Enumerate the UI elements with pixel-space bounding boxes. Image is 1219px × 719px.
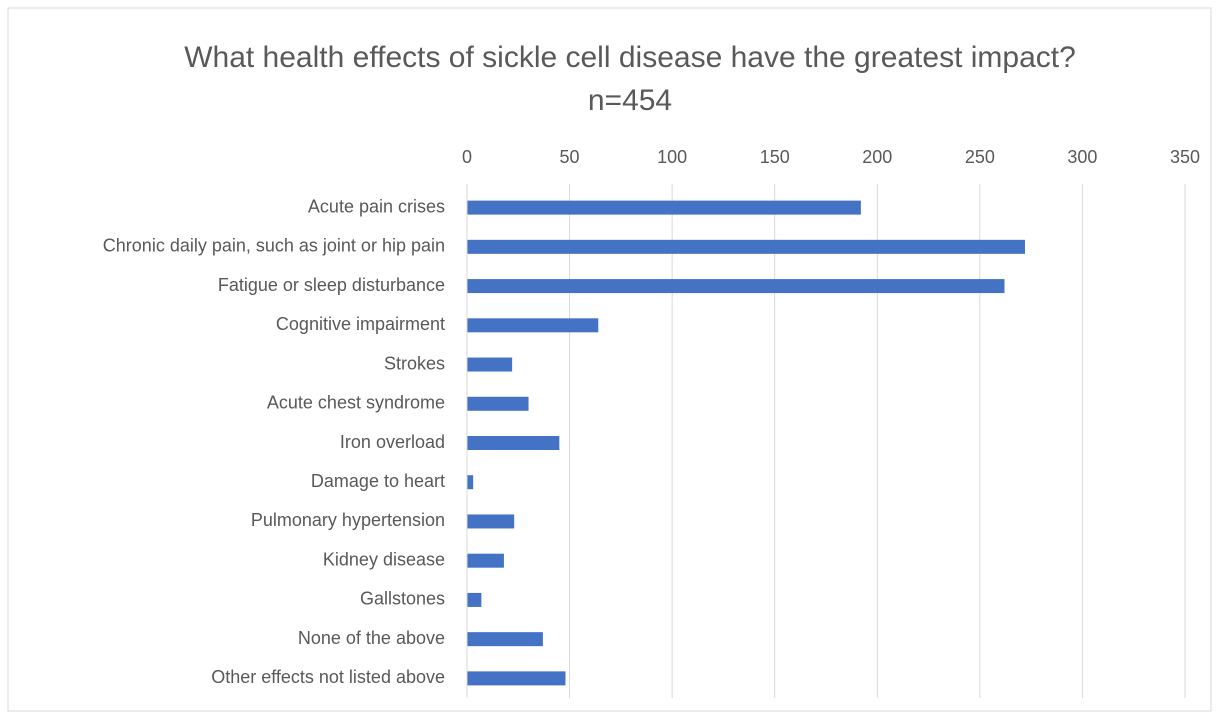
y-tick-label: None of the above	[298, 628, 445, 648]
chart-title: What health effects of sickle cell disea…	[184, 41, 1076, 117]
bar	[467, 592, 482, 607]
x-tick-label: 150	[760, 147, 790, 167]
chart-border	[7, 7, 1212, 712]
y-tick-label: Acute pain crises	[308, 196, 445, 216]
x-tick-label: 200	[862, 147, 892, 167]
y-tick-label: Cognitive impairment	[276, 314, 445, 334]
bar	[467, 239, 1025, 254]
y-tick-label: Iron overload	[340, 432, 445, 452]
y-tick-label: Damage to heart	[311, 471, 445, 491]
x-tick-label: 350	[1170, 147, 1200, 167]
y-tick-label: Acute chest syndrome	[267, 393, 445, 413]
bar	[467, 475, 474, 490]
y-tick-label: Pulmonary hypertension	[251, 510, 445, 530]
y-tick-label: Fatigue or sleep disturbance	[218, 275, 445, 295]
y-tick-label: Kidney disease	[323, 549, 445, 569]
bar	[467, 396, 529, 411]
bar	[467, 514, 515, 529]
x-tick-label: 50	[560, 147, 580, 167]
bar	[467, 436, 560, 450]
y-tick-label: Chronic daily pain, such as joint or hip…	[103, 236, 445, 256]
bar	[467, 671, 566, 686]
bar	[467, 318, 599, 333]
y-tick-label: Gallstones	[360, 589, 445, 609]
bar	[467, 632, 543, 647]
bar	[467, 279, 1005, 294]
x-tick-label: 0	[462, 147, 472, 167]
bar	[467, 200, 861, 215]
x-tick-label: 100	[657, 147, 687, 167]
x-tick-label: 300	[1067, 147, 1097, 167]
y-tick-label: Other effects not listed above	[211, 667, 445, 687]
x-tick-label: 250	[965, 147, 995, 167]
bar	[467, 357, 513, 372]
y-tick-label: Strokes	[384, 353, 445, 373]
bar	[467, 553, 504, 568]
